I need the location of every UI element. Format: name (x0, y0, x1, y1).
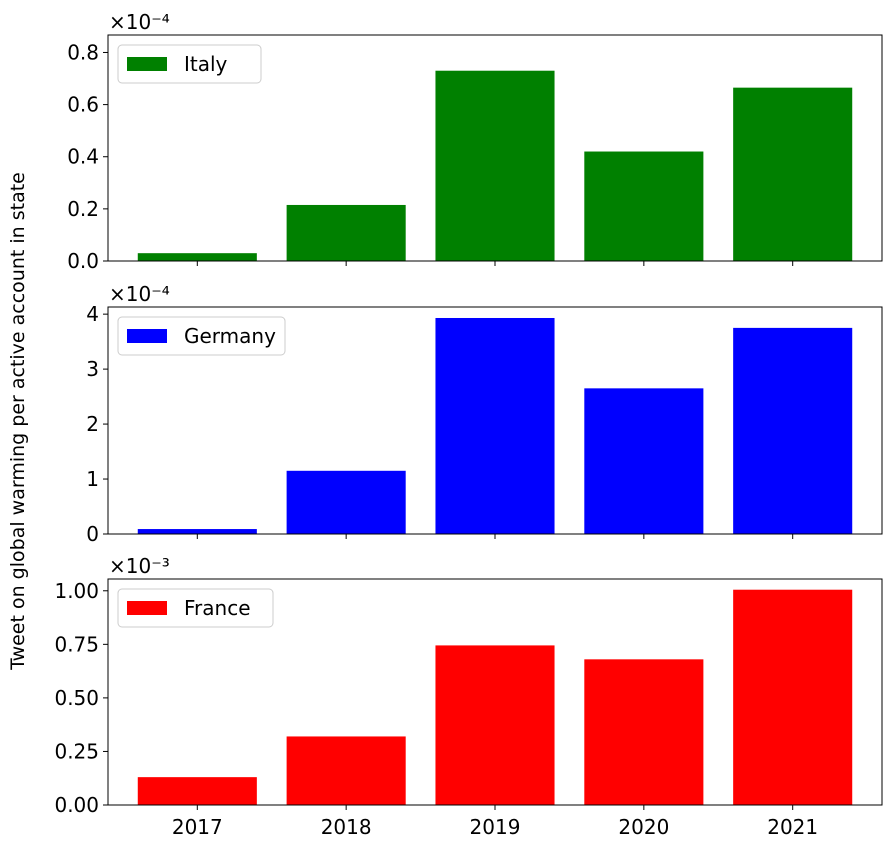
y-tick-label: 0.00 (54, 793, 99, 817)
bar-2020 (584, 151, 704, 261)
legend (117, 316, 286, 356)
panel-2: 0.00 0.25 0.50 0.75 1.00 2017 2018 2019 2020 2021… (54, 554, 883, 839)
scale-label: ×10⁻⁴ (109, 282, 170, 306)
x-tick-label: 2020 (618, 815, 669, 839)
legend-swatch (127, 329, 167, 343)
scale-label: ×10⁻³ (109, 554, 170, 578)
x-tick-label: 2017 (172, 815, 223, 839)
bar-2018 (286, 736, 406, 805)
panel-0: 0.0 0.2 0.4 0.6 0.8 ×10⁻⁴ Italy (67, 10, 883, 273)
legend-label: France (184, 596, 251, 620)
y-axis-label: Tweet on global warming per active accou… (7, 172, 29, 671)
bar-2019 (435, 70, 555, 262)
y-tick-label: 4 (86, 302, 99, 326)
y-tick-label: 0.6 (67, 93, 99, 117)
y-tick-label: 0.0 (67, 249, 99, 273)
y-tick-label: 0.75 (54, 632, 99, 656)
y-tick-label: 0 (86, 522, 99, 546)
scale-label: ×10⁻⁴ (109, 10, 170, 34)
bar-2020 (584, 659, 704, 805)
legend (117, 44, 262, 84)
y-tick-label: 0.8 (67, 40, 99, 64)
bar-2021 (733, 87, 853, 261)
y-tick-label: 1.00 (54, 579, 99, 603)
panel-1: 0 1 2 3 4 ×10⁻⁴ Germany (86, 282, 883, 546)
x-tick-label: 2018 (321, 815, 372, 839)
bar-2021 (733, 327, 853, 534)
y-tick-label: 3 (86, 357, 99, 381)
y-tick-label: 0.50 (54, 686, 99, 710)
legend-label: Germany (184, 324, 276, 348)
bar-2017 (137, 777, 257, 805)
x-tick-label: 2021 (767, 815, 818, 839)
bar-2019 (435, 645, 555, 805)
bar-2018 (286, 204, 406, 261)
y-tick-label: 2 (86, 412, 99, 436)
y-tick-label: 0.4 (67, 145, 99, 169)
bar-2017 (137, 529, 257, 534)
bar-2017 (137, 253, 257, 261)
y-tick-label: 1 (86, 467, 99, 491)
y-tick-label: 0.25 (54, 739, 99, 763)
bar-2021 (733, 589, 853, 805)
legend-label: Italy (184, 52, 228, 76)
legend (117, 588, 274, 628)
bar-2018 (286, 470, 406, 534)
x-tick-label: 2019 (470, 815, 521, 839)
y-tick-label: 0.2 (67, 197, 99, 221)
bar-2020 (584, 388, 704, 534)
legend-swatch (127, 601, 167, 615)
bar-2019 (435, 317, 555, 534)
legend-swatch (127, 57, 167, 71)
